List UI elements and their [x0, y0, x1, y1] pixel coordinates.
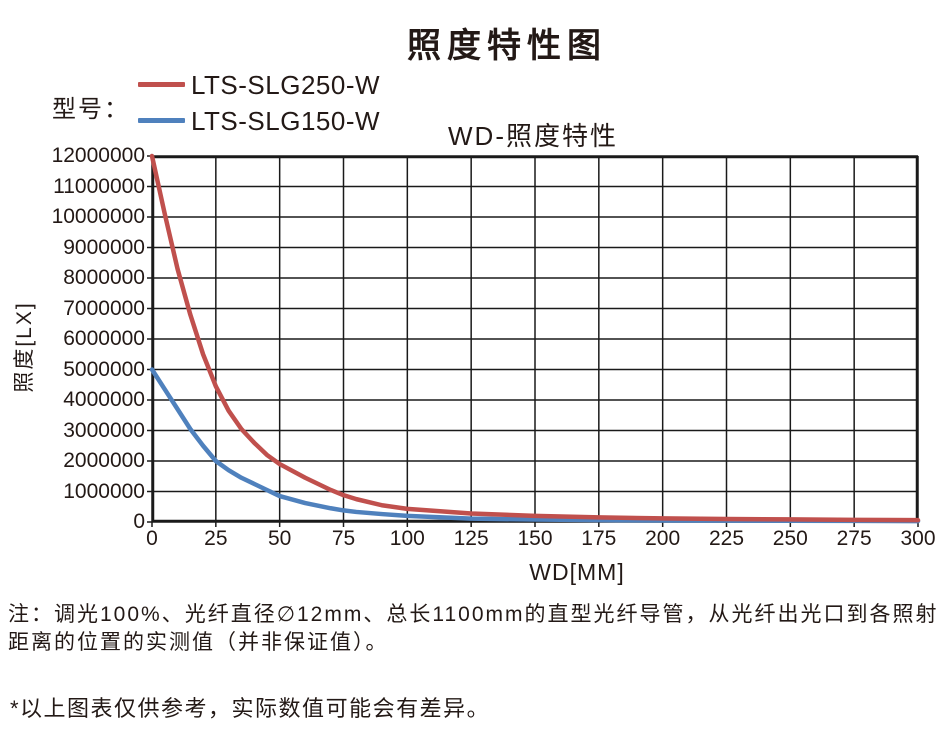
y-tick-label: 7000000 — [63, 296, 145, 320]
page-title: 照度特性图 — [407, 27, 607, 65]
disclaimer: *以上图表仅供参考，实际数值可能会有差异。 — [10, 696, 491, 721]
y-tick-label: 9000000 — [63, 235, 145, 259]
y-axis-title: 照度[LX] — [13, 301, 36, 393]
x-tick-label: 275 — [836, 527, 872, 550]
legend-label-slg250: LTS-SLG250-W — [191, 70, 381, 100]
y-tick-label: 12000000 — [51, 144, 145, 167]
x-tick-label: 300 — [900, 527, 936, 550]
plot-area — [147, 153, 921, 527]
x-axis-title: WD[MM] — [529, 559, 625, 585]
note-line-1: 注：调光100%、光纤直径∅12mm、总长1100mm的直型光纤导管，从光纤出光… — [8, 603, 939, 626]
x-tick-label: 150 — [517, 527, 553, 550]
y-tick-label: 8000000 — [63, 266, 145, 289]
legend-label-slg150: LTS-SLG150-W — [191, 106, 381, 136]
y-tick-label: 4000000 — [63, 388, 145, 411]
legend-caption: 型号： — [52, 96, 130, 123]
legend-line-blue-icon — [138, 118, 185, 123]
series-curve-LTS-SLG250-W — [149, 153, 921, 523]
y-tick-label: 11000000 — [53, 174, 145, 198]
x-tick-label: 100 — [389, 527, 425, 550]
note-line-2: 距离的位置的实测值（并非保证值）。 — [8, 631, 389, 654]
x-tick-label: 25 — [204, 527, 228, 550]
y-tick-label: 5000000 — [63, 357, 145, 381]
legend-line-red-icon — [138, 82, 185, 87]
x-tick-label: 125 — [453, 527, 489, 550]
x-tick-label: 0 — [146, 527, 158, 550]
x-tick-label: 50 — [267, 527, 292, 550]
y-tick-label: 1000000 — [63, 479, 145, 503]
x-tick-label: 75 — [331, 527, 356, 550]
y-tick-label: 0 — [133, 510, 145, 533]
y-tick-label: 6000000 — [63, 327, 145, 350]
y-tick-label: 10000000 — [51, 205, 145, 228]
y-tick-label: 2000000 — [63, 449, 145, 472]
y-tick-label: 3000000 — [63, 418, 145, 442]
x-tick-label: 250 — [772, 527, 808, 550]
x-tick-label: 175 — [581, 527, 617, 550]
x-tick-label: 225 — [708, 527, 745, 550]
x-tick-label: 200 — [645, 527, 681, 550]
chart-subtitle: WD-照度特性 — [448, 121, 618, 151]
